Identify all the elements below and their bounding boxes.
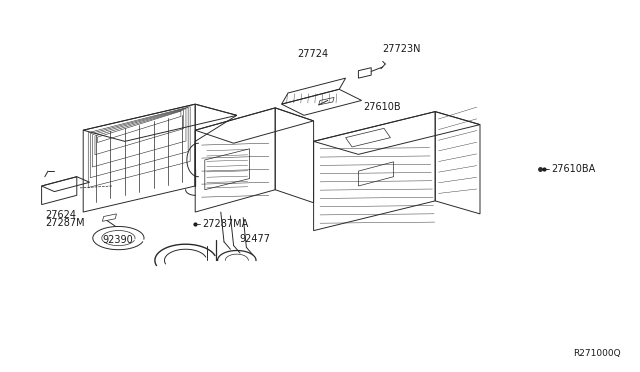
Text: 27724: 27724: [297, 49, 328, 59]
Text: 27610B: 27610B: [363, 102, 401, 112]
Text: R271000Q: R271000Q: [573, 349, 621, 358]
Text: 92390: 92390: [102, 235, 133, 244]
Text: 27723N: 27723N: [383, 44, 421, 54]
Text: 27287MA: 27287MA: [202, 219, 248, 229]
Text: 27287M: 27287M: [45, 218, 84, 228]
Text: 27624: 27624: [45, 210, 76, 219]
Text: 27610BA: 27610BA: [552, 164, 596, 173]
Text: 92477: 92477: [239, 234, 270, 244]
